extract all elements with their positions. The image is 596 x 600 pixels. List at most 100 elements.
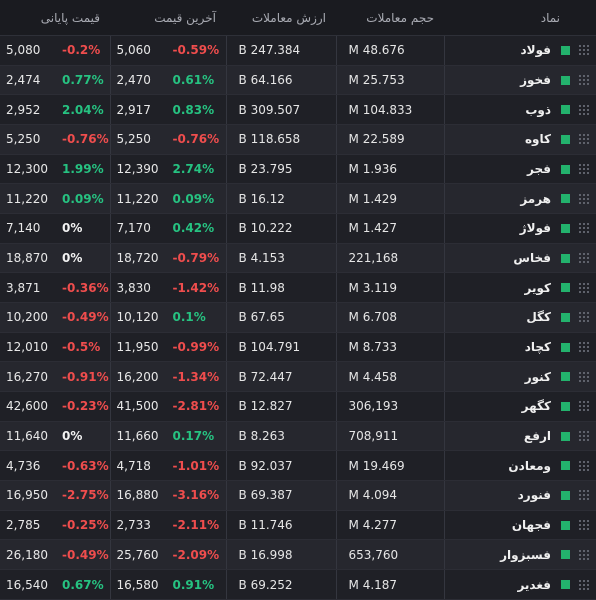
close-price-cell: 12,300 1.99% — [0, 154, 110, 185]
table-row[interactable]: فجر 1.936 M 23.795 B 12,390 2.74% 12,300 1.99% — [0, 154, 596, 185]
table-row[interactable]: فخوز 25.753 M 64.166 B 2,470 0.61% 2,474 0.77% — [0, 65, 596, 96]
volume-cell: 19.469 M — [335, 450, 444, 482]
drag-handle-icon[interactable] — [576, 282, 590, 294]
symbol-name[interactable]: فخوز — [520, 73, 551, 87]
volume-cell: 8.733 M — [335, 332, 444, 363]
symbol-cell[interactable]: فجر — [443, 154, 596, 185]
drag-handle-icon[interactable] — [576, 400, 590, 412]
symbol-cell[interactable]: فغدیر — [443, 569, 596, 600]
symbol-cell[interactable]: کویر — [443, 272, 596, 304]
symbol-name[interactable]: فخاس — [513, 251, 551, 266]
symbol-cell[interactable]: فنورد — [443, 480, 596, 511]
table-row[interactable]: فنورد 4.094 M 69.387 B 16,880 -3.16% 16,950 -2… — [0, 480, 596, 511]
symbol-cell[interactable]: فخاس — [443, 243, 596, 274]
value-cell: 23.795 B — [225, 154, 336, 185]
table-row[interactable]: کاوه 22.589 M 118.658 B 5,250 -0.76% 5,250 -0.… — [0, 124, 596, 155]
symbol-cell[interactable]: فجهان — [443, 510, 596, 541]
symbol-name[interactable]: فجر — [527, 162, 551, 177]
table-row[interactable]: ذوب 104.833 M 309.507 B 2,917 0.83% 2,952 2.04… — [0, 94, 596, 126]
symbol-name[interactable]: ذوب — [525, 102, 551, 117]
symbol-name[interactable]: هرمز — [520, 191, 551, 206]
symbol-name[interactable]: کاوه — [524, 132, 551, 147]
symbol-cell[interactable]: کاوه — [443, 124, 596, 155]
close-price-change: -0.5% — [62, 340, 101, 355]
header-symbol[interactable]: نماد — [444, 0, 596, 36]
table-row[interactable]: ارفع 708,911 8.263 B 11,660 0.17% 11,640 0% — [0, 421, 596, 452]
symbol-name[interactable]: کویر — [524, 280, 551, 295]
drag-handle-icon[interactable] — [576, 104, 590, 116]
symbol-name[interactable]: کگهر — [521, 399, 551, 414]
symbol-cell[interactable]: فولاژ — [443, 213, 596, 244]
table-row[interactable]: ومعادن 19.469 M 92.037 B 4,718 -1.01% 4,736 -0… — [0, 450, 596, 482]
last-price-cell: 16,200 -1.34% — [109, 361, 226, 393]
symbol-cell[interactable]: کگهر — [443, 391, 596, 422]
table-row[interactable]: کگل 6.708 M 67.65 B 10,120 0.1% 10,200 -0.49% — [0, 302, 596, 333]
symbol-cell[interactable]: ومعادن — [443, 450, 596, 482]
drag-handle-icon[interactable] — [576, 430, 590, 442]
drag-handle-icon[interactable] — [576, 549, 590, 561]
close-price-change: -0.23% — [62, 399, 109, 414]
table-row[interactable]: کگهر 306,193 12.827 B 41,500 -2.81% 42,600 -0.… — [0, 391, 596, 422]
last-price-cell: 16,580 0.91% — [109, 569, 226, 600]
symbol-name[interactable]: کنور — [524, 369, 551, 384]
last-price: 11,220 — [116, 191, 159, 206]
symbol-name[interactable]: کچاد — [524, 340, 551, 355]
table-row[interactable]: هرمز 1.429 M 16.12 B 11,220 0.09% 11,220 0.09% — [0, 183, 596, 215]
symbol-cell[interactable]: کچاد — [443, 332, 596, 363]
symbol-cell[interactable]: ارفع — [443, 421, 596, 452]
drag-handle-icon[interactable] — [576, 519, 590, 531]
table-row[interactable]: فجهان 4.277 M 11.746 B 2,733 -2.11% 2,785 -0.2… — [0, 510, 596, 541]
symbol-name[interactable]: فغدیر — [517, 577, 551, 592]
table-row[interactable]: فخاس 221,168 4.153 B 18,720 -0.79% 18,870 0% — [0, 243, 596, 274]
symbol-name[interactable]: فولاژ — [519, 221, 551, 236]
status-square-icon — [561, 312, 570, 322]
drag-handle-icon[interactable] — [576, 311, 590, 323]
symbol-name[interactable]: ومعادن — [508, 458, 551, 473]
drag-handle-icon[interactable] — [576, 579, 590, 591]
drag-handle-icon[interactable] — [576, 222, 590, 234]
symbol-cell[interactable]: ذوب — [443, 94, 596, 126]
symbol-name[interactable]: ارفع — [523, 429, 551, 444]
last-price-change: -0.99% — [172, 340, 220, 355]
symbol-name[interactable]: فنورد — [517, 488, 551, 503]
symbol-cell[interactable]: فخوز — [443, 65, 596, 96]
value-cell: 104.791 B — [225, 332, 336, 363]
value-cell: 4.153 B — [225, 243, 336, 274]
table-row[interactable]: کویر 3.119 M 11.98 B 3,830 -1.42% 3,871 -0.36% — [0, 272, 596, 304]
header-volume[interactable]: حجم معاملات — [336, 0, 444, 36]
drag-handle-icon[interactable] — [576, 133, 590, 145]
table-row[interactable]: فغدیر 4.187 M 69.252 B 16,580 0.91% 16,540 0.6… — [0, 569, 596, 600]
drag-handle-icon[interactable] — [576, 460, 590, 472]
header-last-price[interactable]: آخرین قیمت — [110, 0, 226, 36]
drag-handle-icon[interactable] — [576, 489, 590, 501]
drag-handle-icon[interactable] — [576, 44, 590, 56]
table-row[interactable]: فسبزوار 653,760 16.998 B 25,760 -2.09% 26,180… — [0, 539, 596, 571]
header-value[interactable]: ارزش معاملات — [226, 0, 336, 36]
drag-handle-icon[interactable] — [576, 74, 590, 86]
header-close-price[interactable]: قیمت پایانی — [0, 0, 110, 36]
symbol-name[interactable]: فولاد — [520, 43, 551, 58]
drag-handle-icon[interactable] — [576, 371, 590, 383]
symbol-cell[interactable]: فولاد — [443, 35, 596, 66]
last-price-change: -1.01% — [172, 458, 220, 473]
symbol-cell[interactable]: کنور — [443, 361, 596, 393]
symbol-name[interactable]: کگل — [526, 310, 551, 325]
symbol-name[interactable]: فسبزوار — [500, 547, 551, 562]
symbol-name[interactable]: فجهان — [511, 518, 551, 533]
last-price-cell: 25,760 -2.09% — [109, 539, 226, 571]
drag-handle-icon[interactable] — [576, 193, 590, 205]
symbol-cell[interactable]: فسبزوار — [443, 539, 596, 571]
last-price-change: -1.42% — [172, 280, 220, 295]
symbol-cell[interactable]: کگل — [443, 302, 596, 333]
close-price: 3,871 — [6, 280, 41, 295]
drag-handle-icon[interactable] — [576, 341, 590, 353]
volume-cell: 708,911 — [335, 421, 444, 452]
table-row[interactable]: فولاژ 1.427 M 10.222 B 7,170 0.42% 7,140 0% — [0, 213, 596, 244]
drag-handle-icon[interactable] — [576, 252, 590, 264]
table-row[interactable]: کچاد 8.733 M 104.791 B 11,950 -0.99% 12,010 -0… — [0, 332, 596, 363]
last-price-change: -1.34% — [172, 369, 220, 384]
table-row[interactable]: کنور 4.458 M 72.447 B 16,200 -1.34% 16,270 -0.… — [0, 361, 596, 393]
symbol-cell[interactable]: هرمز — [443, 183, 596, 215]
table-row[interactable]: فولاد 48.676 M 247.384 B 5,060 -0.59% 5,080 -0… — [0, 35, 596, 66]
drag-handle-icon[interactable] — [576, 163, 590, 175]
